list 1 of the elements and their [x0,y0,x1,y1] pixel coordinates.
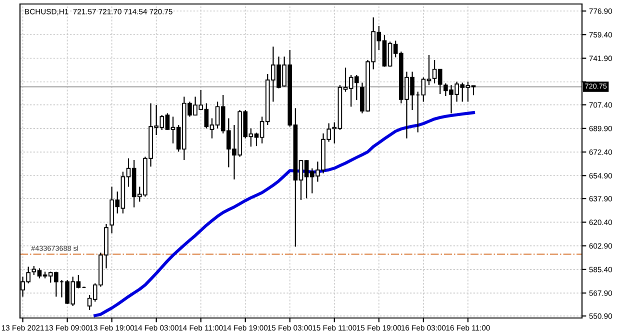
line-series [94,111,476,318]
